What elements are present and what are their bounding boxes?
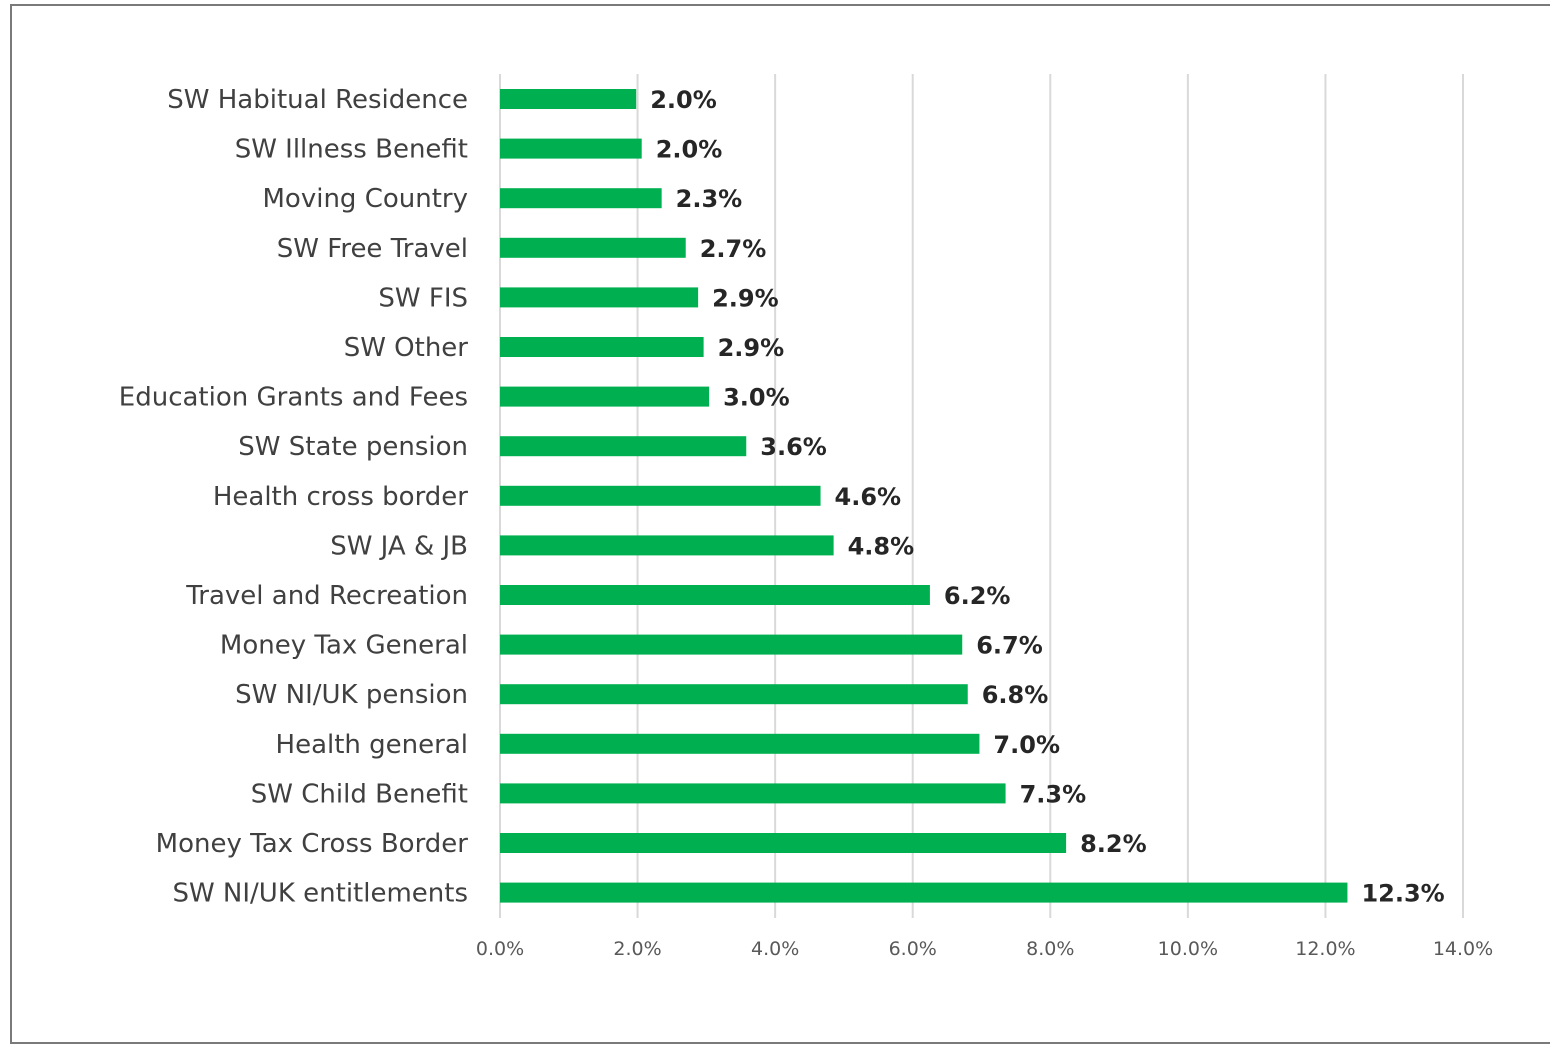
data-label: 2.3% [676, 185, 743, 213]
x-tick-label: 6.0% [889, 938, 937, 960]
bar [500, 634, 963, 655]
bar [500, 684, 968, 705]
data-label: 3.6% [760, 433, 827, 461]
data-label: 7.0% [993, 731, 1060, 759]
bar [500, 783, 1006, 804]
bars [500, 89, 1348, 903]
category-labels: SW Habitual Residence SW Illness Benefit M… [119, 85, 469, 909]
category-label: SW Free Travel [277, 234, 468, 264]
bar [500, 585, 930, 605]
category-label: Money Tax Cross Border [156, 829, 469, 859]
data-label: 4.6% [835, 483, 902, 511]
category-label: Money Tax General [220, 631, 468, 661]
category-label: SW State pension [238, 432, 468, 462]
bar [500, 882, 1348, 903]
category-label: Health cross border [213, 482, 468, 512]
x-tick-label: 8.0% [1026, 938, 1074, 960]
data-label: 2.0% [650, 86, 717, 114]
category-label: Health general [276, 730, 468, 760]
data-label: 12.3% [1361, 880, 1444, 908]
bar [500, 833, 1067, 853]
bar [500, 485, 821, 506]
data-label: 7.3% [1020, 780, 1087, 808]
bar [500, 733, 980, 754]
data-label: 3.0% [723, 384, 790, 412]
x-tick-label: 0.0% [476, 938, 524, 960]
data-label: 2.0% [656, 136, 723, 164]
data-labels: 2.0% 2.0% 2.3% 2.7% 2.9% 2.9% 3.0% 3.6% 4.6% 4.8%… [650, 86, 1445, 908]
bar [500, 386, 710, 407]
bar [500, 287, 699, 308]
x-tick-label: 10.0% [1158, 938, 1218, 960]
data-label: 2.7% [700, 235, 767, 263]
data-label: 6.7% [976, 632, 1043, 660]
data-label: 2.9% [712, 284, 779, 312]
category-label: Education Grants and Fees [119, 383, 468, 413]
bar [500, 188, 662, 209]
x-tick-label: 12.0% [1295, 938, 1355, 960]
data-label: 6.2% [944, 582, 1011, 610]
bar [500, 89, 637, 109]
bar [500, 535, 834, 556]
data-label: 2.9% [718, 334, 785, 362]
category-label: SW NI/UK entitlements [172, 879, 468, 909]
data-label: 6.8% [982, 681, 1049, 709]
bar [500, 237, 686, 258]
bar [500, 436, 747, 457]
data-label: 4.8% [848, 532, 915, 560]
x-tick-label: 4.0% [751, 938, 799, 960]
category-label: Moving Country [263, 184, 469, 214]
category-label: SW Child Benefit [251, 779, 468, 809]
chart-frame [10, 4, 1550, 1044]
category-label: SW JA & JB [330, 531, 468, 561]
category-label: SW NI/UK pension [235, 680, 468, 710]
category-label: SW Other [344, 333, 469, 363]
category-label: SW Illness Benefit [235, 135, 468, 165]
bar [500, 138, 642, 159]
data-label: 8.2% [1080, 830, 1147, 858]
x-axis-tick-labels: 0.0% 2.0% 4.0% 6.0% 8.0% 10.0% 12.0% 14.0% [476, 938, 1493, 960]
category-label: Travel and Recreation [185, 581, 468, 611]
x-tick-label: 14.0% [1433, 938, 1493, 960]
category-label: SW Habitual Residence [167, 85, 468, 115]
bar [500, 337, 704, 357]
x-tick-label: 2.0% [613, 938, 661, 960]
category-label: SW FIS [378, 283, 468, 313]
